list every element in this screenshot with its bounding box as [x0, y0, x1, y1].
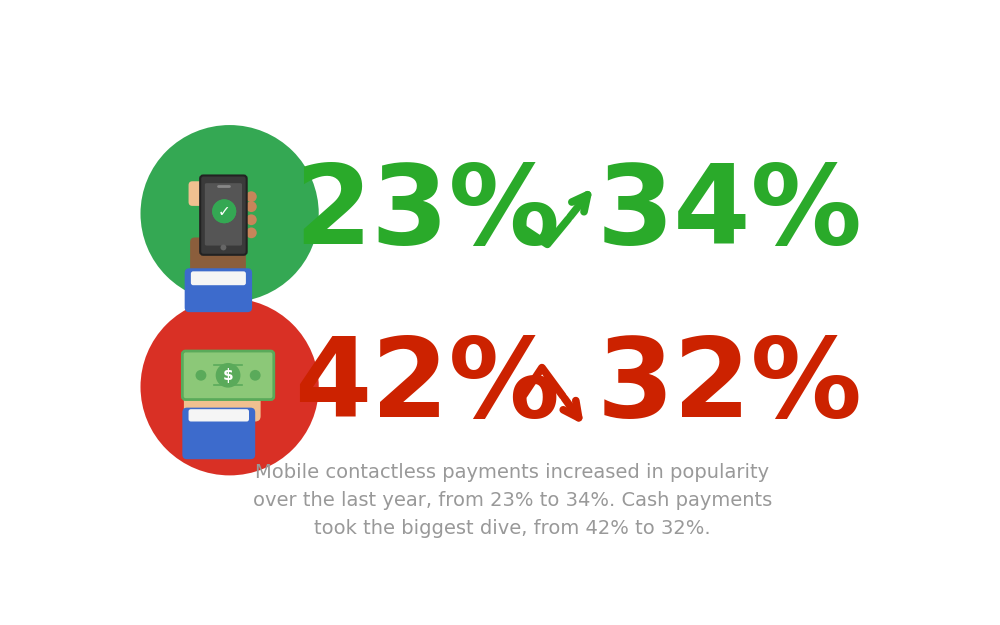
FancyBboxPatch shape — [189, 181, 213, 206]
FancyBboxPatch shape — [248, 376, 264, 388]
Text: 42%: 42% — [294, 333, 560, 441]
FancyBboxPatch shape — [191, 271, 246, 285]
Circle shape — [216, 363, 240, 388]
Circle shape — [140, 125, 319, 302]
Text: 34%: 34% — [597, 160, 862, 267]
Circle shape — [246, 228, 257, 238]
FancyBboxPatch shape — [182, 351, 274, 399]
FancyBboxPatch shape — [200, 176, 247, 255]
Text: $: $ — [223, 368, 233, 382]
Circle shape — [250, 370, 261, 381]
Circle shape — [140, 298, 319, 476]
FancyBboxPatch shape — [190, 238, 246, 284]
Text: Mobile contactless payments increased in popularity
over the last year, from 23%: Mobile contactless payments increased in… — [253, 463, 772, 538]
FancyBboxPatch shape — [205, 183, 242, 246]
FancyBboxPatch shape — [189, 409, 249, 421]
Circle shape — [220, 244, 226, 251]
Circle shape — [212, 199, 236, 223]
Circle shape — [212, 199, 236, 223]
FancyBboxPatch shape — [182, 408, 255, 459]
FancyBboxPatch shape — [185, 268, 252, 312]
Text: 23%: 23% — [294, 160, 560, 267]
FancyBboxPatch shape — [184, 378, 261, 421]
FancyBboxPatch shape — [248, 368, 264, 380]
FancyBboxPatch shape — [248, 384, 264, 396]
Circle shape — [246, 191, 257, 202]
Circle shape — [246, 214, 257, 225]
Text: ✓: ✓ — [218, 204, 231, 219]
Circle shape — [196, 370, 206, 381]
Text: 32%: 32% — [597, 333, 862, 441]
Circle shape — [246, 201, 257, 212]
